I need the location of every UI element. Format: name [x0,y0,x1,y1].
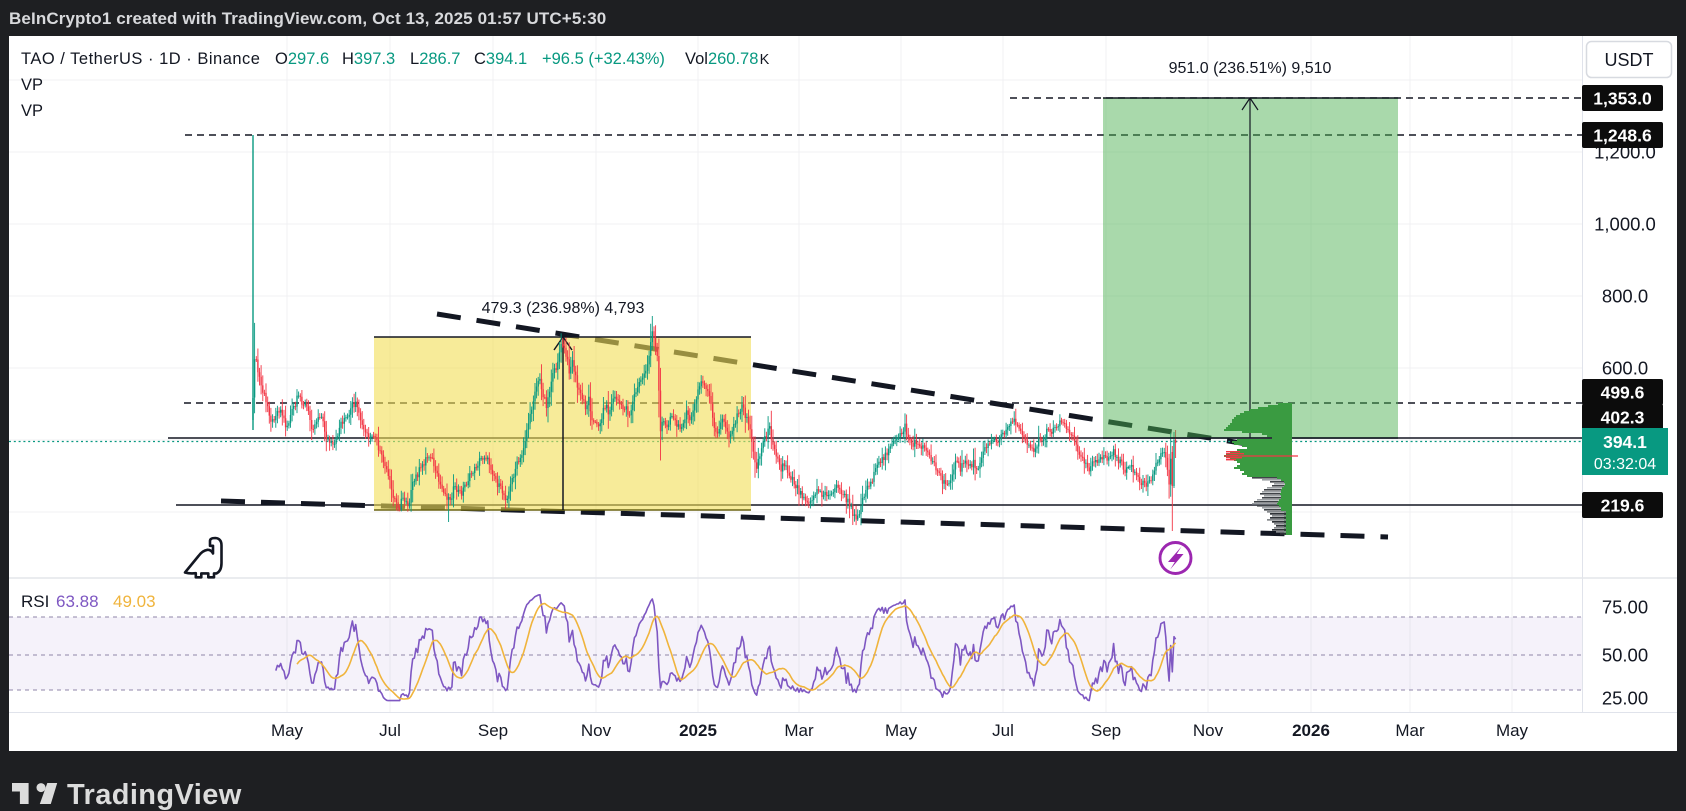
svg-text:479.3 (236.98%) 4,793: 479.3 (236.98%) 4,793 [482,300,645,317]
svg-text:RSI: RSI [21,592,49,611]
svg-text:May: May [1496,721,1529,740]
svg-text:VP: VP [21,76,43,94]
svg-text:600.0: 600.0 [1602,358,1648,379]
svg-text:219.6: 219.6 [1601,496,1645,516]
svg-text:75.00: 75.00 [1602,597,1648,618]
svg-text:1,248.6: 1,248.6 [1593,126,1652,146]
svg-text:800.0: 800.0 [1602,286,1648,307]
svg-text:TradingView: TradingView [67,779,242,811]
svg-text:1,000.0: 1,000.0 [1594,214,1656,235]
svg-text:BeInCrypto1 created with Tradi: BeInCrypto1 created with TradingView.com… [9,9,606,28]
svg-text:USDT: USDT [1605,50,1654,70]
svg-text:Sep: Sep [478,721,508,740]
svg-text:Nov: Nov [1193,721,1224,740]
svg-text:25.00: 25.00 [1602,688,1648,709]
svg-text:Sep: Sep [1091,721,1121,740]
svg-text:Jul: Jul [379,721,401,740]
svg-text:499.6: 499.6 [1601,383,1645,403]
svg-text:03:32:04: 03:32:04 [1594,456,1656,473]
svg-text:951.0 (236.51%) 9,510: 951.0 (236.51%) 9,510 [1169,60,1332,77]
svg-text:May: May [271,721,304,740]
svg-text:50.00: 50.00 [1602,645,1648,666]
svg-text:2026: 2026 [1292,721,1330,740]
svg-text:402.3: 402.3 [1601,408,1645,428]
svg-text:2025: 2025 [679,721,717,740]
svg-text:Jul: Jul [992,721,1014,740]
svg-text:VP: VP [21,102,43,120]
svg-text:Nov: Nov [581,721,612,740]
svg-text:May: May [885,721,918,740]
svg-text:Mar: Mar [1395,721,1425,740]
svg-text:394.1: 394.1 [1603,432,1647,452]
svg-text:63.88: 63.88 [56,592,99,611]
svg-text:TAO / TetherUS · 1D · Binance: TAO / TetherUS · 1D · Binance [21,50,260,68]
svg-text:49.03: 49.03 [113,592,156,611]
svg-text:Mar: Mar [784,721,814,740]
svg-text:1,353.0: 1,353.0 [1593,89,1652,109]
